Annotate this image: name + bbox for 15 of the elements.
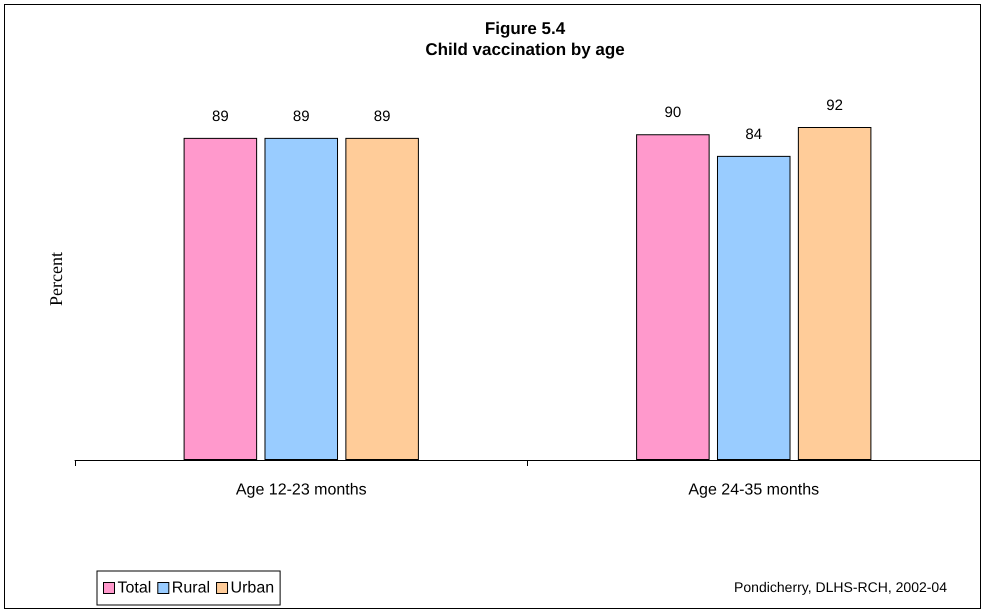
data-label: 89	[292, 108, 310, 125]
legend-label: Rural	[172, 580, 210, 596]
legend-label: Total	[118, 580, 152, 596]
legend-label: Urban	[230, 580, 274, 596]
data-label: 89	[374, 108, 390, 125]
chart-title: Figure 5.4	[484, 19, 566, 38]
y-axis-title: Percent	[46, 252, 66, 306]
data-label: 84	[745, 126, 762, 143]
data-label: 90	[664, 104, 682, 122]
x-tick-label: Age 12-23 months	[236, 482, 367, 498]
data-label: 92	[826, 96, 843, 114]
chart-subtitle: Child vaccination by age	[425, 40, 625, 59]
x-tick-label: Age 24-35 months	[688, 482, 820, 498]
text: Pondicherry, DLHS-RCH, 2002-04	[734, 579, 948, 595]
data-label: 89	[212, 108, 229, 125]
